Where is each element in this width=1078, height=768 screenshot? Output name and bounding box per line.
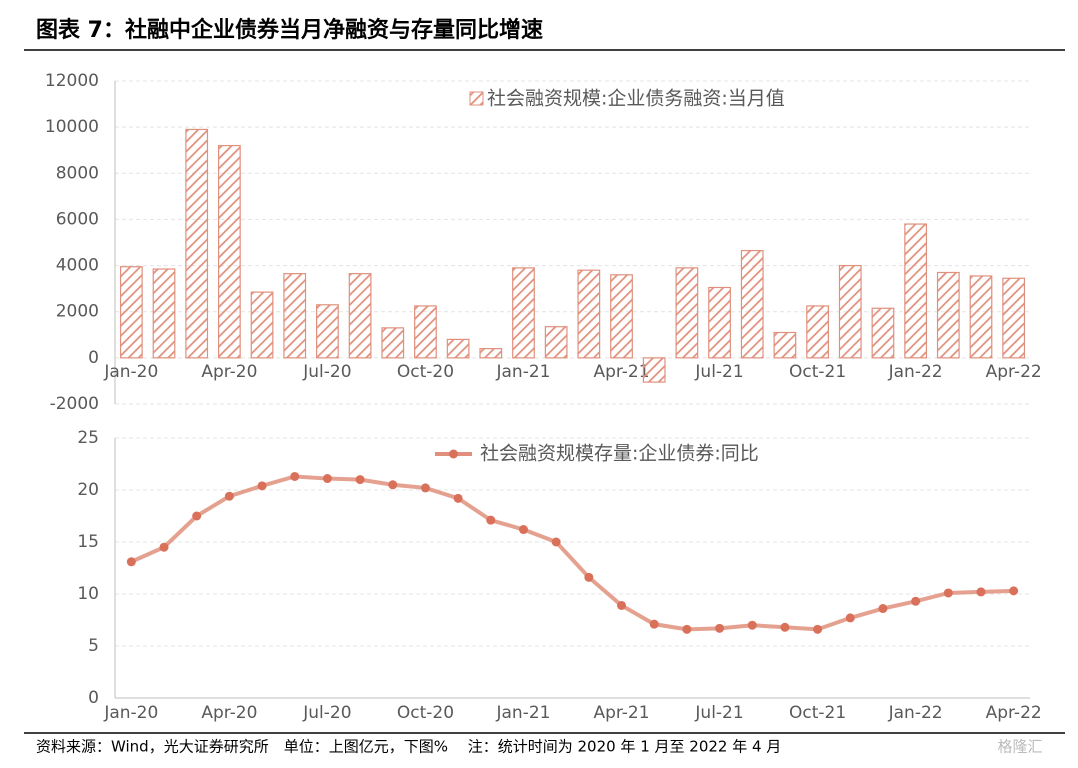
x-tick-label: Apr-21	[593, 362, 649, 382]
marker	[845, 613, 855, 623]
bar	[1002, 277, 1026, 359]
bar	[838, 264, 862, 359]
bar	[414, 305, 437, 359]
x-tick-label: Jul-21	[694, 703, 743, 723]
x-tick-label: Apr-20	[201, 362, 257, 382]
marker	[486, 515, 496, 525]
bar	[152, 268, 176, 359]
watermark: 格隆汇	[997, 738, 1042, 756]
legend-label: 社会融资规模存量:企业债券:同比	[480, 443, 759, 465]
marker	[780, 622, 790, 632]
bar	[479, 348, 503, 359]
marker	[813, 624, 823, 634]
marker	[224, 491, 234, 501]
y-tick-label: 10000	[45, 117, 99, 137]
bar	[316, 304, 339, 359]
legend-swatch	[469, 91, 484, 106]
marker	[420, 483, 430, 493]
legend-marker	[449, 449, 458, 459]
x-tick-label: Apr-21	[593, 703, 649, 723]
marker	[649, 619, 659, 629]
x-tick-label: Apr-20	[201, 703, 257, 723]
x-tick-label: Jan-20	[103, 703, 158, 723]
bar	[740, 249, 764, 359]
x-tick-label: Jul-20	[302, 362, 351, 382]
legend-label: 社会融资规模:企业债务融资:当月值	[487, 88, 785, 110]
x-tick-label: Oct-20	[397, 703, 454, 723]
x-tick-label: Jan-21	[495, 362, 550, 382]
marker	[355, 475, 365, 485]
x-tick-label: Apr-22	[986, 362, 1042, 382]
y-tick-label: 2000	[56, 302, 99, 322]
bar	[544, 326, 568, 359]
line	[130, 474, 1014, 632]
marker	[388, 480, 398, 490]
x-tick-label: Jul-21	[694, 362, 743, 382]
bar	[185, 128, 209, 359]
marker	[322, 474, 332, 484]
y-tick-label: 25	[77, 428, 99, 448]
x-tick-label: Jul-20	[302, 703, 351, 723]
marker	[878, 604, 888, 614]
marker	[911, 596, 921, 606]
bar	[119, 266, 143, 359]
bar	[381, 327, 405, 359]
y-tick-label: 0	[88, 688, 99, 708]
y-tick-label: 5	[88, 636, 99, 656]
source-note: 资料来源：Wind，光大证券研究所 单位：上图亿元，下图% 注：统计时间为 20…	[36, 738, 781, 756]
x-tick-label: Jan-20	[103, 362, 158, 382]
x-tick-label: Oct-21	[789, 362, 846, 382]
y-tick-label: 8000	[56, 163, 99, 183]
x-tick-label: Apr-22	[986, 703, 1042, 723]
y-tick-label: -2000	[50, 394, 99, 414]
bar	[708, 286, 731, 359]
y-tick-label: 20	[77, 480, 99, 500]
bar	[969, 275, 993, 359]
y-tick-label: 0	[88, 348, 99, 368]
x-tick-label: Jan-21	[495, 703, 550, 723]
bar	[806, 305, 829, 359]
bar	[871, 307, 895, 359]
marker	[192, 511, 202, 521]
marker	[682, 624, 692, 634]
marker	[747, 620, 757, 630]
marker	[551, 537, 561, 547]
bar	[446, 338, 470, 359]
y-tick-label: 6000	[56, 209, 99, 229]
x-tick-label: Oct-20	[397, 362, 454, 382]
marker	[943, 588, 953, 598]
marker	[126, 557, 136, 567]
marker	[257, 481, 267, 491]
marker	[518, 525, 528, 535]
marker	[976, 587, 986, 597]
bar	[773, 331, 797, 359]
bar	[512, 267, 535, 359]
bar	[610, 274, 633, 359]
marker	[715, 623, 725, 633]
y-tick-label: 4000	[56, 256, 99, 276]
marker	[453, 493, 463, 503]
bar	[675, 267, 699, 359]
bar	[348, 273, 372, 359]
marker	[1009, 586, 1019, 596]
marker	[617, 600, 627, 610]
bar	[250, 291, 274, 359]
bar	[283, 273, 307, 359]
marker	[584, 572, 594, 582]
bar	[936, 271, 960, 359]
marker	[159, 542, 169, 552]
x-tick-label: Jan-22	[888, 362, 943, 382]
bar	[217, 145, 241, 359]
bar	[904, 223, 928, 359]
y-tick-label: 15	[77, 532, 99, 552]
y-tick-label: 12000	[45, 71, 99, 91]
x-tick-label: Jan-22	[888, 703, 943, 723]
x-tick-label: Oct-21	[789, 703, 846, 723]
marker	[290, 471, 300, 481]
y-tick-label: 10	[77, 584, 99, 604]
page-title: 图表 7：社融中企业债券当月净融资与存量同比增速	[36, 17, 543, 43]
bar	[642, 357, 666, 383]
bar	[577, 269, 601, 359]
